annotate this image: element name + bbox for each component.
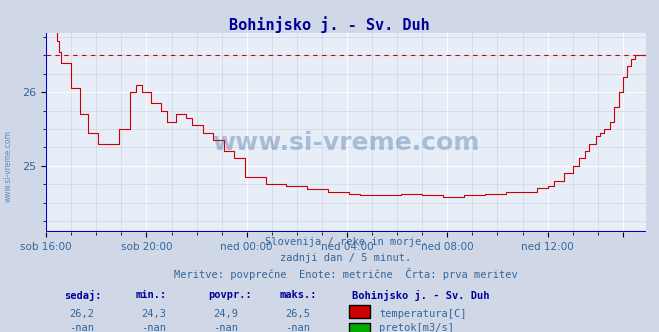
FancyBboxPatch shape: [349, 323, 370, 332]
Text: -nan: -nan: [285, 323, 310, 332]
Text: Bohinjsko j. - Sv. Duh: Bohinjsko j. - Sv. Duh: [352, 290, 490, 301]
Text: www.si-vreme.com: www.si-vreme.com: [212, 130, 480, 155]
Text: -nan: -nan: [214, 323, 239, 332]
Text: -nan: -nan: [70, 323, 95, 332]
Text: 26,2: 26,2: [70, 308, 95, 319]
Text: min.:: min.:: [136, 290, 167, 300]
Text: Slovenija / reke in morje.: Slovenija / reke in morje.: [265, 237, 427, 247]
FancyBboxPatch shape: [349, 305, 370, 318]
Text: www.si-vreme.com: www.si-vreme.com: [3, 130, 13, 202]
Text: sedaj:: sedaj:: [64, 290, 101, 301]
Text: temperatura[C]: temperatura[C]: [379, 308, 467, 319]
Text: Bohinjsko j. - Sv. Duh: Bohinjsko j. - Sv. Duh: [229, 17, 430, 34]
Text: Meritve: povprečne  Enote: metrične  Črta: prva meritev: Meritve: povprečne Enote: metrične Črta:…: [174, 269, 518, 281]
Text: povpr.:: povpr.:: [208, 290, 252, 300]
Text: maks.:: maks.:: [280, 290, 318, 300]
Text: pretok[m3/s]: pretok[m3/s]: [379, 323, 454, 332]
Text: 24,3: 24,3: [142, 308, 167, 319]
Text: -nan: -nan: [142, 323, 167, 332]
Text: 26,5: 26,5: [285, 308, 310, 319]
Text: 24,9: 24,9: [214, 308, 239, 319]
Text: zadnji dan / 5 minut.: zadnji dan / 5 minut.: [280, 253, 412, 263]
